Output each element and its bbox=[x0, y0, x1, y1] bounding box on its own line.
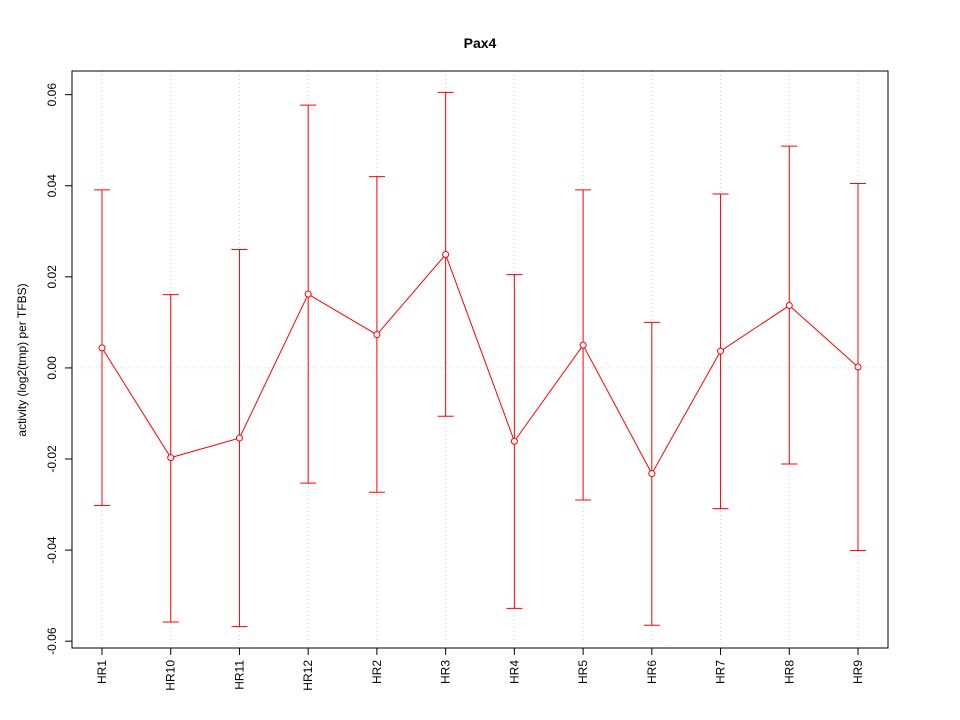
data-point bbox=[510, 437, 518, 445]
y-tick-label: 0.06 bbox=[45, 83, 59, 107]
data-point bbox=[854, 363, 862, 371]
y-tick-label: 0.04 bbox=[45, 174, 59, 198]
x-tick-label: HR7 bbox=[714, 660, 728, 684]
data-point bbox=[235, 434, 243, 442]
y-axis-label: activity (log2(tmp) per TFBS) bbox=[15, 283, 29, 436]
x-tick-label: HR9 bbox=[851, 660, 865, 684]
data-series bbox=[94, 91, 866, 628]
y-tick-label: -0.06 bbox=[45, 627, 59, 655]
x-tick-label: HR3 bbox=[439, 660, 453, 684]
chart-title: Pax4 bbox=[464, 35, 497, 51]
x-tick-label: HR12 bbox=[301, 660, 315, 691]
y-tick-label: 0.00 bbox=[45, 356, 59, 380]
data-point bbox=[717, 347, 725, 355]
data-point bbox=[579, 341, 587, 349]
x-tick-label: HR2 bbox=[370, 660, 384, 684]
data-point bbox=[442, 251, 450, 259]
data-point bbox=[373, 331, 381, 339]
axes: -0.06 -0.04 -0.02 0.00 0.02 0.04 0.06 HR1 HR10 HR… bbox=[45, 70, 889, 691]
x-tick-label: HR5 bbox=[576, 660, 590, 684]
y-tick-label: -0.02 bbox=[45, 445, 59, 473]
data-point bbox=[304, 290, 312, 298]
x-tick-label: HR8 bbox=[782, 660, 796, 684]
x-tick-label: HR4 bbox=[507, 660, 521, 684]
x-tick-label: HR10 bbox=[164, 660, 178, 691]
data-point bbox=[98, 344, 106, 352]
series-line bbox=[101, 253, 859, 475]
grid bbox=[72, 71, 888, 648]
y-tick-label: -0.04 bbox=[45, 536, 59, 564]
x-tick-label: HR1 bbox=[95, 660, 109, 684]
x-tick-label: HR11 bbox=[232, 660, 246, 690]
data-point bbox=[785, 302, 793, 310]
x-tick-label: HR6 bbox=[645, 660, 659, 684]
data-point bbox=[167, 454, 175, 462]
y-tick-label: 0.02 bbox=[45, 265, 59, 289]
data-point bbox=[648, 470, 656, 478]
plot-frame bbox=[71, 70, 889, 649]
